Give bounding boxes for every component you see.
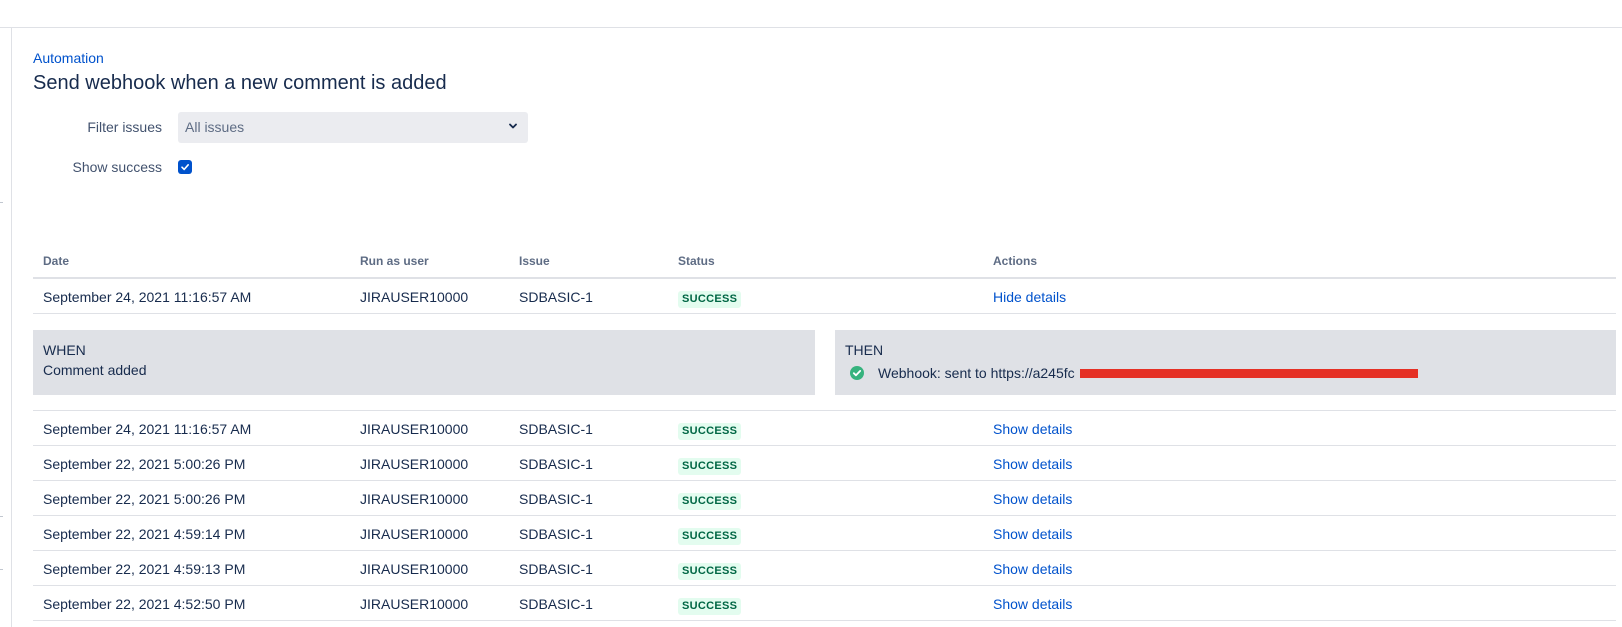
header-date[interactable]: Date bbox=[43, 254, 70, 268]
row-date: September 22, 2021 4:52:50 PM bbox=[43, 596, 246, 612]
row-issue: SDBASIC-1 bbox=[519, 526, 593, 542]
page-title: Send webhook when a new comment is added bbox=[33, 72, 447, 94]
status-badge: SUCCESS bbox=[678, 528, 742, 545]
row-status: SUCCESS bbox=[678, 596, 742, 615]
left-sidebar-edge bbox=[0, 28, 12, 627]
show-details-link[interactable]: Show details bbox=[993, 526, 1073, 542]
rail-tick bbox=[0, 569, 3, 570]
row-user: JIRAUSER10000 bbox=[360, 421, 469, 437]
when-panel: WHEN Comment added bbox=[33, 330, 815, 395]
show-details-link[interactable]: Show details bbox=[993, 561, 1073, 577]
row-date: September 22, 2021 5:00:26 PM bbox=[43, 456, 246, 472]
top-bar bbox=[0, 0, 1622, 28]
chevron-down-icon bbox=[509, 123, 517, 129]
status-badge: SUCCESS bbox=[678, 458, 742, 475]
row-date: September 22, 2021 5:00:26 PM bbox=[43, 491, 246, 507]
header-status[interactable]: Status bbox=[678, 254, 715, 268]
filter-issues-select[interactable]: All issues bbox=[178, 112, 528, 143]
redaction-mark bbox=[1080, 369, 1418, 378]
row-details: WHEN Comment added THEN Webhook: sent to… bbox=[33, 314, 1616, 411]
table-row: September 22, 2021 4:52:50 PM JIRAUSER100… bbox=[33, 586, 1616, 621]
table-row: September 22, 2021 5:00:26 PM JIRAUSER100… bbox=[33, 481, 1616, 516]
when-label: WHEN bbox=[43, 342, 86, 358]
row-user: JIRAUSER10000 bbox=[360, 561, 469, 577]
table-row: September 22, 2021 4:59:13 PM JIRAUSER100… bbox=[33, 551, 1616, 586]
row-status: SUCCESS bbox=[678, 561, 742, 580]
then-panel: THEN Webhook: sent to https://a245fc bbox=[835, 330, 1616, 395]
header-run-as-user[interactable]: Run as user bbox=[360, 254, 429, 268]
row-status: SUCCESS bbox=[678, 289, 742, 308]
breadcrumb-automation[interactable]: Automation bbox=[33, 50, 104, 66]
row-status: SUCCESS bbox=[678, 421, 742, 440]
hide-details-link[interactable]: Hide details bbox=[993, 289, 1067, 305]
filter-issues-label: Filter issues bbox=[87, 119, 162, 135]
header-issue[interactable]: Issue bbox=[519, 254, 550, 268]
filter-issues-value: All issues bbox=[185, 119, 245, 135]
header-divider bbox=[33, 277, 1616, 279]
table-row: September 24, 2021 11:16:57 AM JIRAUSER10… bbox=[33, 411, 1616, 446]
header-actions: Actions bbox=[993, 254, 1038, 268]
status-badge: SUCCESS bbox=[678, 291, 742, 308]
row-status: SUCCESS bbox=[678, 456, 742, 475]
table-row: September 22, 2021 4:59:14 PM JIRAUSER100… bbox=[33, 516, 1616, 551]
webhook-result-text: Webhook: sent to https://a245fc bbox=[878, 365, 1075, 381]
row-date: September 22, 2021 4:59:14 PM bbox=[43, 526, 246, 542]
row-user: JIRAUSER10000 bbox=[360, 289, 469, 305]
table-row: September 22, 2021 5:00:26 PM JIRAUSER100… bbox=[33, 446, 1616, 481]
row-issue: SDBASIC-1 bbox=[519, 421, 593, 437]
table-row-expanded: September 24, 2021 11:16:57 AM JIRAUSER1… bbox=[33, 279, 1616, 314]
check-circle-icon bbox=[850, 366, 864, 380]
when-text: Comment added bbox=[43, 362, 147, 378]
row-user: JIRAUSER10000 bbox=[360, 491, 469, 507]
row-issue: SDBASIC-1 bbox=[519, 596, 593, 612]
show-details-link[interactable]: Show details bbox=[993, 421, 1073, 437]
status-badge: SUCCESS bbox=[678, 598, 742, 615]
status-badge: SUCCESS bbox=[678, 563, 742, 580]
row-issue: SDBASIC-1 bbox=[519, 491, 593, 507]
show-details-link[interactable]: Show details bbox=[993, 491, 1073, 507]
show-success-label: Show success bbox=[72, 159, 162, 175]
status-badge: SUCCESS bbox=[678, 493, 742, 510]
row-user: JIRAUSER10000 bbox=[360, 526, 469, 542]
row-status: SUCCESS bbox=[678, 526, 742, 545]
checkmark-icon bbox=[181, 164, 189, 171]
row-user: JIRAUSER10000 bbox=[360, 596, 469, 612]
row-user: JIRAUSER10000 bbox=[360, 456, 469, 472]
row-status: SUCCESS bbox=[678, 491, 742, 510]
then-label: THEN bbox=[845, 342, 884, 358]
row-date: September 22, 2021 4:59:13 PM bbox=[43, 561, 246, 577]
row-issue: SDBASIC-1 bbox=[519, 456, 593, 472]
rail-tick bbox=[0, 202, 3, 203]
show-success-checkbox[interactable] bbox=[178, 160, 192, 174]
show-details-link[interactable]: Show details bbox=[993, 456, 1073, 472]
rail-tick bbox=[0, 516, 3, 517]
row-date: September 24, 2021 11:16:57 AM bbox=[43, 421, 252, 437]
row-issue: SDBASIC-1 bbox=[519, 561, 593, 577]
show-details-link[interactable]: Show details bbox=[993, 596, 1073, 612]
row-issue: SDBASIC-1 bbox=[519, 289, 593, 305]
row-date: September 24, 2021 11:16:57 AM bbox=[43, 289, 252, 305]
status-badge: SUCCESS bbox=[678, 423, 742, 440]
